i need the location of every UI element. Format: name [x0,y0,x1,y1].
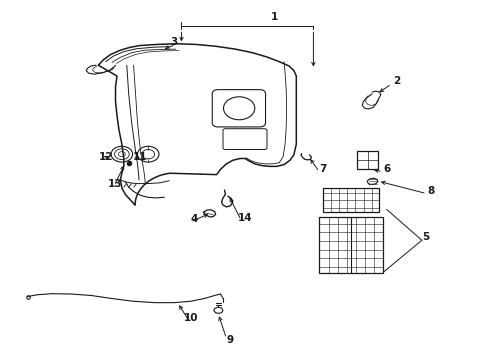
Text: 13: 13 [108,179,123,189]
Text: 1: 1 [270,12,278,22]
Text: 8: 8 [427,186,434,196]
Text: 5: 5 [422,232,429,242]
Text: 2: 2 [393,76,400,86]
Text: 10: 10 [184,313,198,323]
Text: 11: 11 [133,152,147,162]
Text: 6: 6 [383,164,391,174]
Text: 7: 7 [319,164,327,174]
Bar [357,150,378,169]
Text: 12: 12 [98,152,113,162]
Text: 4: 4 [190,215,197,224]
Text: 3: 3 [171,37,178,47]
Bar [319,217,383,273]
Text: 14: 14 [238,213,252,222]
Bar [323,188,379,212]
Text: 9: 9 [227,334,234,345]
